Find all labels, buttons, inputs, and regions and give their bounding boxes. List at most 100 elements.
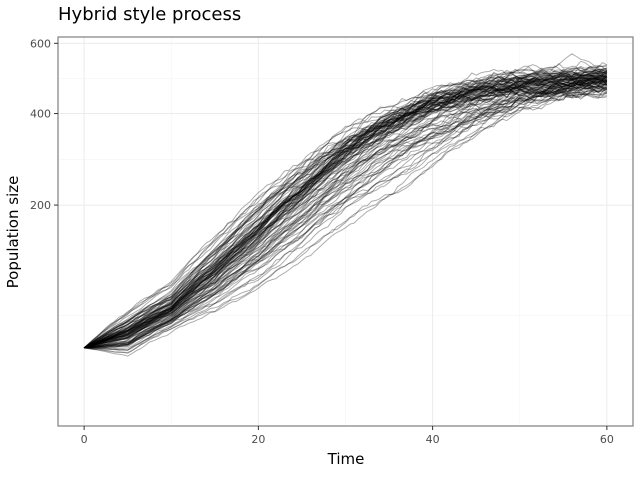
trajectory-line: [84, 85, 607, 350]
trajectory-line: [83, 74, 608, 349]
trajectory-line: [83, 75, 608, 349]
trajectory-line: [83, 68, 608, 349]
trajectory-line: [84, 76, 608, 349]
trajectory-line: [83, 78, 607, 349]
x-tick-label: 40: [426, 433, 440, 446]
plot-panel: [57, 36, 634, 427]
trajectory-line: [84, 92, 607, 354]
y-axis-title: Population size: [4, 176, 22, 289]
trajectory-line: [83, 71, 608, 349]
trajectory-line: [84, 81, 608, 349]
trajectory-line: [84, 83, 608, 351]
trajectory-line: [83, 67, 607, 349]
trajectory-line: [84, 75, 607, 351]
trajectory-line: [83, 81, 608, 349]
trajectory-line: [83, 74, 608, 349]
trajectory-line: [83, 82, 608, 349]
trajectory-line: [83, 86, 608, 349]
trajectory-line: [83, 75, 607, 349]
y-tick-label: 200: [30, 199, 51, 212]
trajectory-line: [84, 78, 607, 349]
trajectory-line: [83, 60, 608, 349]
trajectory-line: [84, 80, 608, 349]
trajectory-line: [84, 88, 608, 351]
trajectory-line: [83, 76, 608, 349]
trajectory-line: [83, 72, 608, 349]
trajectory-line: [83, 74, 608, 349]
trajectory-line: [84, 90, 608, 357]
trajectory-line: [83, 76, 607, 349]
trajectory-line: [83, 67, 608, 349]
y-tick-label: 600: [30, 37, 51, 50]
trajectory-line: [83, 79, 608, 349]
x-tick-label: 0: [81, 433, 88, 446]
trajectory-line: [83, 78, 608, 349]
trajectory-line: [83, 68, 608, 349]
trajectory-line: [83, 67, 608, 349]
trajectory-line: [84, 75, 607, 349]
trajectory-line: [83, 80, 607, 349]
trajectory-line: [84, 79, 607, 349]
grid: [58, 37, 633, 426]
trajectory-line: [83, 86, 607, 349]
y-axis: 200 400 600: [30, 37, 58, 212]
trajectory-line: [83, 74, 607, 349]
trajectory-line: [84, 84, 608, 349]
trajectory-line: [83, 70, 607, 349]
trajectory-line: [83, 72, 608, 349]
trajectory-line: [83, 74, 608, 349]
trajectory-line: [83, 79, 608, 349]
trajectory-line: [83, 71, 608, 349]
trajectory-line: [83, 61, 608, 349]
chart-title: Hybrid style process: [58, 4, 241, 25]
trajectory-line: [83, 71, 608, 349]
trajectory-line: [83, 75, 608, 349]
trajectory-line: [83, 70, 607, 349]
trajectory-line: [84, 88, 608, 349]
trajectory-line: [83, 68, 608, 349]
trajectory-line: [83, 70, 608, 349]
x-tick-label: 60: [600, 433, 614, 446]
trajectory-line: [83, 80, 607, 349]
trajectory-line: [83, 80, 608, 349]
trajectory-line: [84, 81, 608, 349]
trajectory-line: [83, 72, 607, 349]
trajectory-line: [83, 77, 607, 349]
y-tick-label: 400: [30, 108, 51, 121]
trajectory-line: [83, 65, 608, 349]
trajectory-line: [83, 69, 608, 349]
series-lines: [83, 53, 608, 357]
trajectory-line: [84, 88, 608, 354]
trajectory-line: [83, 72, 608, 349]
x-tick-label: 20: [251, 433, 265, 446]
trajectory-line: [83, 65, 607, 349]
trajectory-line: [84, 77, 607, 349]
trajectory-line: [83, 77, 608, 349]
trajectory-line: [84, 75, 608, 349]
trajectory-line: [83, 89, 608, 349]
trajectory-line: [83, 72, 608, 349]
trajectory-line: [83, 65, 607, 349]
trajectory-line: [83, 72, 608, 349]
trajectory-line: [83, 65, 608, 349]
trajectory-line: [83, 64, 608, 349]
trajectory-line: [83, 79, 608, 349]
trajectory-line: [84, 84, 608, 349]
x-axis-title: Time: [327, 450, 365, 468]
trajectory-line: [83, 70, 608, 349]
trajectory-line: [83, 76, 608, 349]
trajectory-line: [83, 67, 608, 349]
trajectory-line: [83, 74, 608, 349]
trajectory-line: [83, 84, 607, 349]
trajectory-line: [84, 84, 607, 349]
trajectory-line: [83, 72, 608, 349]
trajectory-line: [84, 87, 607, 349]
trajectory-line: [83, 75, 608, 349]
trajectory-line: [83, 67, 608, 349]
trajectory-line: [83, 76, 608, 349]
trajectory-line: [83, 84, 608, 349]
trajectory-line: [83, 53, 608, 349]
x-axis: 0 20 40 60: [81, 426, 614, 446]
trajectory-line: [84, 82, 608, 349]
